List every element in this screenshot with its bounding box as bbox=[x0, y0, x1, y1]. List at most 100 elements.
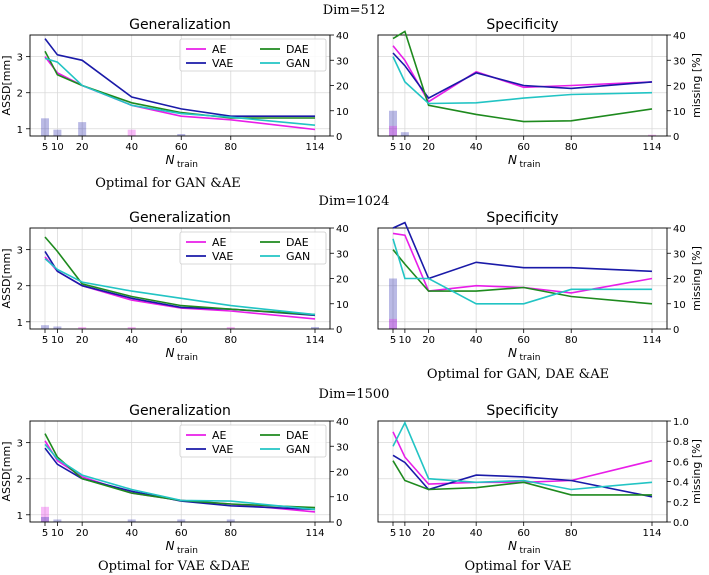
y2-tick-label: 20 bbox=[336, 275, 349, 286]
chart-title: Generalization bbox=[129, 210, 231, 226]
missing-bar bbox=[41, 325, 49, 329]
x-tick-label: 80 bbox=[224, 335, 237, 346]
y2-tick-label: 40 bbox=[336, 224, 349, 235]
series-line-vae bbox=[392, 221, 653, 280]
legend-label-dae: DAE bbox=[286, 429, 309, 442]
missing-bar bbox=[177, 133, 186, 136]
x-tick-label: 10 bbox=[399, 142, 412, 153]
x-tick-label: 40 bbox=[125, 528, 138, 539]
x-tick-label: 80 bbox=[565, 335, 578, 346]
missing-bar bbox=[648, 134, 656, 136]
y2-tick-label: 0.2 bbox=[673, 498, 689, 509]
x-tick-label: 10 bbox=[399, 335, 412, 346]
missing-bar bbox=[389, 110, 397, 136]
x-tick-label: 40 bbox=[470, 335, 483, 346]
plot-frame bbox=[377, 420, 668, 523]
x-axis-label-subscript: train bbox=[177, 546, 198, 556]
x-tick-label: 114 bbox=[305, 528, 324, 539]
chart-title: Generalization bbox=[129, 17, 231, 33]
legend-label-vae: VAE bbox=[212, 57, 233, 70]
legend-box bbox=[179, 38, 327, 72]
missing-bar bbox=[53, 326, 62, 329]
caption-gen1500: Optimal for VAE &DAE bbox=[98, 559, 250, 574]
chart-spec1500: Specificity 5 10 20 40 60 80 114 N train 0.0 0.2 0.4… bbox=[377, 403, 703, 556]
x-tick-label: 40 bbox=[470, 528, 483, 539]
missing-bar bbox=[53, 519, 62, 522]
y2-tick-label: 30 bbox=[336, 249, 349, 260]
x-tick-label: 114 bbox=[642, 142, 661, 153]
x-axis-label: N bbox=[508, 153, 517, 167]
missing-bar bbox=[177, 519, 186, 522]
legend-label-gan: GAN bbox=[286, 57, 310, 70]
caption-gen512: Optimal for GAN &AE bbox=[95, 176, 240, 191]
legend-label-gan: GAN bbox=[286, 443, 310, 456]
series-line-dae bbox=[392, 249, 653, 305]
y2-tick-label: 0.0 bbox=[673, 518, 689, 529]
x-tick-label: 80 bbox=[224, 528, 237, 539]
x-axis-label-subscript: train bbox=[520, 160, 541, 170]
x-axis-label-subscript: train bbox=[520, 353, 541, 363]
x-tick-label: 80 bbox=[565, 528, 578, 539]
legend-label-ae: AE bbox=[212, 429, 227, 442]
chart-title: Specificity bbox=[486, 403, 558, 419]
series-line-gan bbox=[392, 420, 653, 491]
missing-bar bbox=[311, 326, 319, 329]
x-tick-label: 114 bbox=[305, 335, 324, 346]
missing-bar bbox=[400, 132, 409, 136]
x-tick-label: 5 bbox=[390, 142, 396, 153]
missing-bar bbox=[41, 506, 49, 522]
x-tick-label: 20 bbox=[422, 335, 435, 346]
legend-box bbox=[179, 231, 327, 265]
caption-spec1500: Optimal for VAE bbox=[464, 559, 571, 574]
y2-tick-label: 20 bbox=[336, 82, 349, 93]
missing-bar bbox=[41, 118, 49, 136]
x-axis-label-subscript: train bbox=[177, 353, 198, 363]
x-axis-label: N bbox=[508, 346, 517, 360]
y2-tick-label: 1.0 bbox=[673, 417, 689, 428]
missing-bar bbox=[41, 516, 49, 522]
x-tick-label: 60 bbox=[517, 528, 530, 539]
y2-tick-label: 0 bbox=[336, 325, 342, 336]
y-axis-label: ASSD[mm] bbox=[0, 442, 13, 502]
chart-title: Specificity bbox=[486, 210, 558, 226]
chart-title: Generalization bbox=[129, 403, 231, 419]
missing-bar bbox=[127, 326, 136, 329]
series-line-vae bbox=[392, 454, 653, 498]
x-axis-label: N bbox=[166, 346, 175, 360]
y2-tick-label: 20 bbox=[336, 468, 349, 479]
y-tick-label: 2 bbox=[17, 89, 23, 100]
series-line-dae bbox=[392, 30, 653, 123]
chart-title: Specificity bbox=[486, 17, 558, 33]
x-tick-label: 114 bbox=[642, 528, 661, 539]
x-tick-label: 114 bbox=[642, 335, 661, 346]
missing-bar bbox=[78, 122, 87, 136]
y2-tick-label: 30 bbox=[673, 56, 686, 67]
x-tick-label: 60 bbox=[175, 142, 188, 153]
x-axis-label: N bbox=[166, 539, 175, 553]
y-tick-label: 3 bbox=[17, 246, 23, 257]
series-line-gan bbox=[44, 443, 316, 511]
y2-tick-label: 0 bbox=[673, 132, 679, 143]
y2-tick-label: 20 bbox=[673, 275, 686, 286]
y2-tick-label: 10 bbox=[673, 300, 686, 311]
x-tick-label: 10 bbox=[51, 142, 64, 153]
x-axis-label: N bbox=[508, 539, 517, 553]
y2-tick-label: 0.4 bbox=[673, 478, 689, 489]
legend-label-vae: VAE bbox=[212, 443, 233, 456]
series-line-gan bbox=[392, 56, 653, 105]
y2-axis-label: missing [%] bbox=[690, 246, 703, 311]
legend-label-ae: AE bbox=[212, 43, 227, 56]
legend-label-gan: GAN bbox=[286, 250, 310, 263]
series-line-dae bbox=[44, 433, 316, 509]
missing-bar bbox=[389, 318, 397, 329]
y2-tick-label: 10 bbox=[336, 300, 349, 311]
section-heading-512: Dim=512 bbox=[323, 3, 386, 18]
series-line-dae bbox=[44, 236, 316, 316]
